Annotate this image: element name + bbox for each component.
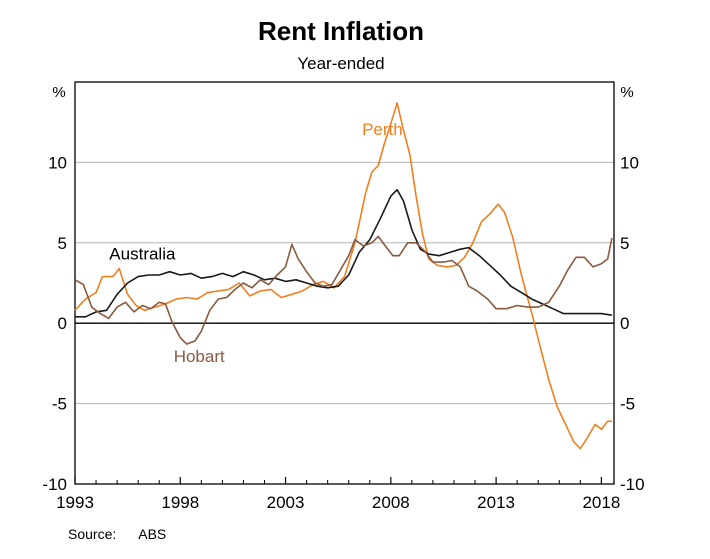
x-tick-label: 1993	[56, 493, 94, 512]
y-tick-label-left: 10	[48, 153, 67, 172]
y-tick-label-right: 10	[620, 153, 639, 172]
series-line-australia	[75, 188, 613, 318]
y-tick-label-right: -10	[620, 475, 645, 494]
series-label-australia: Australia	[109, 245, 176, 264]
y-tick-label-left: 5	[58, 234, 67, 253]
y-tick-label-left: -5	[52, 395, 67, 414]
x-tick-label: 2003	[267, 493, 305, 512]
y-axis-unit-right: %	[620, 84, 633, 101]
series-label-hobart: Hobart	[174, 347, 225, 366]
y-tick-label-left: 0	[58, 314, 67, 333]
y-tick-label-right: 5	[620, 234, 629, 253]
y-tick-label-right: -5	[620, 395, 635, 414]
x-tick-label: 2013	[477, 493, 515, 512]
x-tick-label: 1998	[161, 493, 199, 512]
plot-frame	[74, 81, 615, 485]
source-label: Source:	[68, 526, 117, 542]
chart-title: Rent Inflation	[257, 16, 425, 46]
chart-subtitle: Year-ended	[297, 54, 385, 73]
series-line-perth	[74, 102, 612, 450]
x-tick-label: 2018	[582, 493, 620, 512]
source-value: ABS	[138, 526, 167, 542]
y-tick-label-left: -10	[42, 475, 67, 494]
series-line-hobart	[74, 235, 613, 345]
source-note: Source: ABS	[68, 526, 166, 542]
y-axis-unit-left: %	[52, 84, 65, 101]
y-tick-label-right: 0	[620, 314, 629, 333]
x-tick-label: 2008	[372, 493, 410, 512]
series-label-perth: Perth	[362, 120, 403, 139]
